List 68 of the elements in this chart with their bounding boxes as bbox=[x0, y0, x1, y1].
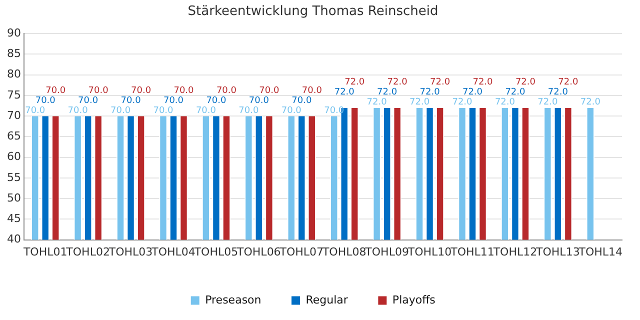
data-label: 72.0 bbox=[462, 88, 483, 98]
data-label: 72.0 bbox=[538, 98, 558, 108]
y-tick-label: 55 bbox=[6, 170, 21, 184]
data-label: 70.0 bbox=[68, 106, 88, 116]
data-label: 72.0 bbox=[494, 98, 516, 108]
data-label: 70.0 bbox=[206, 96, 226, 106]
x-tick-label: TOHL12 bbox=[492, 245, 538, 258]
data-label: 70.0 bbox=[248, 96, 270, 106]
data-label: 70.0 bbox=[302, 86, 322, 96]
chart-title: Stärkeentwicklung Thomas Reinscheid bbox=[188, 4, 438, 20]
y-tick-label: 50 bbox=[6, 191, 21, 204]
data-label: 72.0 bbox=[558, 78, 578, 88]
data-label: 72.0 bbox=[420, 88, 440, 98]
x-tick-label: TOHL01 bbox=[22, 245, 68, 258]
data-label: 72.0 bbox=[410, 98, 430, 108]
x-tick-label: TOHL09 bbox=[364, 245, 409, 258]
x-tick-label: TOHL02 bbox=[65, 245, 110, 258]
data-label: 70.0 bbox=[88, 86, 109, 96]
legend-label: Regular bbox=[306, 293, 348, 306]
data-label: 72.0 bbox=[580, 98, 601, 108]
x-tick-label: TOHL14 bbox=[578, 245, 623, 258]
data-label: 72.0 bbox=[430, 78, 450, 88]
legend-label: Preseason bbox=[205, 293, 262, 306]
data-label: 70.0 bbox=[174, 86, 194, 96]
x-tick-label: TOHL03 bbox=[108, 245, 153, 258]
data-label: 72.0 bbox=[515, 78, 536, 88]
y-tick-label: 70 bbox=[6, 108, 21, 122]
y-tick-label: 85 bbox=[6, 47, 21, 60]
data-label: 70.0 bbox=[238, 106, 259, 116]
x-tick-label: TOHL07 bbox=[278, 245, 324, 258]
data-label: 70.0 bbox=[25, 106, 46, 116]
x-tick-label: TOHL08 bbox=[321, 245, 366, 258]
data-label: 70.0 bbox=[163, 96, 184, 106]
data-label: 70.0 bbox=[110, 106, 131, 116]
data-label: 70.0 bbox=[196, 106, 216, 116]
x-tick-label: TOHL13 bbox=[535, 245, 580, 258]
data-label: 70.0 bbox=[259, 86, 280, 96]
y-tick-label: 45 bbox=[6, 212, 21, 226]
data-label: 72.0 bbox=[452, 98, 473, 108]
data-label: 72.0 bbox=[505, 88, 526, 98]
y-tick-label: 90 bbox=[6, 26, 21, 40]
data-label: 70.0 bbox=[131, 86, 152, 96]
data-label: 72.0 bbox=[334, 88, 355, 98]
data-label: 70.0 bbox=[78, 96, 98, 106]
y-tick-label: 75 bbox=[6, 88, 21, 102]
data-label: 70.0 bbox=[292, 96, 312, 106]
data-label: 70.0 bbox=[216, 86, 237, 96]
y-tick-label: 80 bbox=[6, 68, 21, 81]
x-tick-label: TOHL04 bbox=[150, 245, 196, 258]
data-label: 70.0 bbox=[153, 106, 174, 116]
y-tick-label: 60 bbox=[6, 150, 21, 164]
data-label: 72.0 bbox=[344, 78, 365, 88]
x-tick-label: TOHL10 bbox=[406, 245, 452, 258]
data-label: 72.0 bbox=[472, 78, 494, 88]
data-label: 70.0 bbox=[120, 96, 142, 106]
y-tick-label: 65 bbox=[6, 130, 21, 143]
x-tick-label: TOHL11 bbox=[450, 245, 494, 258]
x-tick-label: TOHL05 bbox=[193, 245, 238, 258]
data-label: 70.0 bbox=[35, 96, 56, 106]
data-label: 72.0 bbox=[548, 88, 568, 98]
data-label: 72.0 bbox=[377, 88, 398, 98]
data-label: 72.0 bbox=[387, 78, 408, 88]
y-tick-label: 40 bbox=[6, 232, 21, 246]
data-label: 72.0 bbox=[366, 98, 388, 108]
data-label: 70.0 bbox=[46, 86, 66, 96]
x-tick-label: TOHL06 bbox=[236, 245, 281, 258]
legend-label: Playoffs bbox=[392, 293, 436, 306]
data-label: 70.0 bbox=[281, 106, 302, 116]
